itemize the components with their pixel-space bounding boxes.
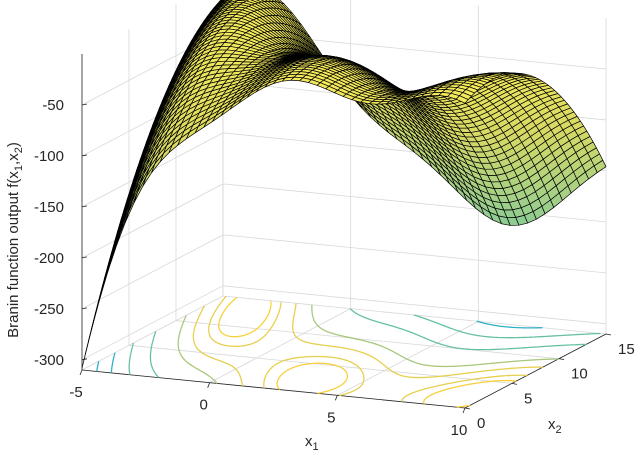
x1-tick-label: 10 [451,422,468,439]
x2-tick-mark [464,407,471,410]
x2-tick-label: 0 [477,415,485,432]
contour-line [218,296,517,408]
floor-grid-line [81,295,224,371]
floor-grid-line [128,344,513,384]
z-tick-mark [81,256,88,259]
x1-tick-mark [334,395,338,401]
back-wall-grid-line [222,285,607,325]
x2-tick-label: 5 [524,390,532,407]
floor-grid-line [209,308,351,384]
z-tick-label: -100 [34,148,64,165]
floor-grid-line [337,320,479,396]
y-axis-label: x2 [548,416,562,436]
x1-tick-mark [462,407,466,414]
contour-line [149,308,587,379]
z-tick-mark [81,154,88,157]
z-axis-label: Branin function output f(x1,x2) [5,142,25,338]
z-tick-label: -250 [34,301,64,318]
x1-tick-label: 5 [327,409,335,426]
floor-grid-line [175,320,560,360]
x-axis-label: x1 [305,433,319,453]
x2-tick-mark [605,333,612,336]
x1-tick-mark [79,369,83,376]
contour-line [192,303,544,387]
surface-mesh [81,0,607,369]
z-tick-label: -200 [34,250,64,267]
x2-tick-label: 10 [571,366,588,383]
z-tick-label: -50 [42,97,64,114]
x1-axis-line [81,369,466,409]
contour-line [110,320,543,373]
contour-line [95,361,100,372]
z-tick-mark [81,103,88,106]
axes-grid [79,0,612,414]
x1-tick-mark [207,382,211,388]
z-tick-mark [81,205,88,208]
left-wall-grid-line [81,183,224,259]
back-wall-grid-line [222,234,607,274]
contour-lines [95,295,601,408]
x1-tick-label: -5 [69,384,82,401]
contour-line [177,304,559,384]
left-wall-grid-line [81,285,224,361]
z-tick-label: -150 [34,199,64,216]
surface-cell [455,95,469,104]
x1-tick-label: 0 [199,397,207,414]
x2-tick-label: 15 [618,341,635,358]
contour-line [207,295,528,402]
z-tick-mark [81,307,88,310]
x2-axis-line [464,333,607,409]
contour-line [128,314,601,375]
x2-tick-mark [511,382,518,385]
x2-tick-mark [558,358,565,361]
z-tick-label: -300 [34,352,64,369]
left-wall-grid-line [81,234,224,310]
